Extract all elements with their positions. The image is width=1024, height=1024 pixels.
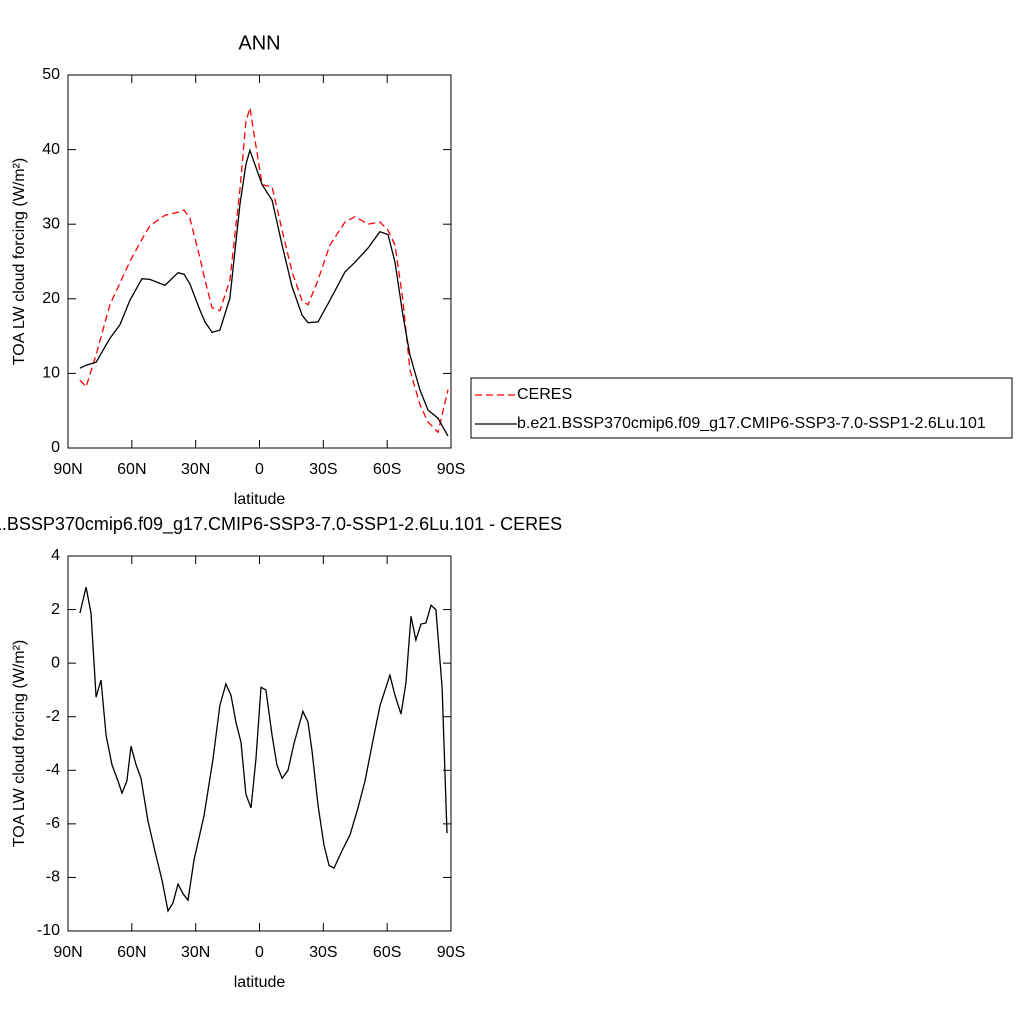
y-tick-label: -10 [37, 922, 60, 939]
y-axis-label: TOA LW cloud forcing (W/m²) [11, 640, 28, 847]
x-axis-label: latitude [234, 491, 286, 508]
y-tick-label: -2 [46, 708, 60, 725]
x-tick-label: 60N [117, 944, 146, 961]
x-tick-label: 90S [437, 461, 465, 478]
x-axis-label: latitude [234, 974, 286, 991]
x-tick-label: 60S [373, 461, 401, 478]
y-tick-label: 0 [51, 439, 60, 456]
y-tick-label: 40 [42, 141, 60, 158]
y-tick-label: 2 [51, 601, 60, 618]
plot-frame [67, 555, 452, 932]
x-tick-label: 60S [373, 944, 401, 961]
x-tick-label: 0 [255, 461, 264, 478]
y-axis-label: TOA LW cloud forcing (W/m²) [11, 158, 28, 365]
x-tick-label: 90S [437, 944, 465, 961]
chart-title: b.e21.BSSP370cmip6.f09_g17.CMIP6-SSP3-7.… [0, 514, 562, 535]
y-tick-label: -4 [46, 762, 60, 779]
x-tick-label: 30S [309, 461, 337, 478]
y-tick-label: 50 [42, 66, 60, 83]
x-tick-label: 90N [53, 944, 82, 961]
data-line [79, 148, 449, 437]
y-tick-label: 0 [51, 654, 60, 671]
data-line [79, 586, 448, 913]
x-tick-label: 60N [117, 461, 146, 478]
y-tick-label: -6 [46, 815, 60, 832]
data-line [79, 107, 449, 434]
x-tick-label: 0 [255, 944, 264, 961]
legend-label: CERES [517, 386, 572, 403]
x-tick-label: 90N [53, 461, 82, 478]
x-tick-label: 30N [181, 944, 210, 961]
plot-frame [67, 74, 452, 449]
y-tick-label: 20 [42, 290, 60, 307]
x-tick-label: 30S [309, 944, 337, 961]
x-tick-label: 30N [181, 461, 210, 478]
y-tick-label: 4 [51, 547, 60, 564]
chart-title: ANN [238, 32, 280, 54]
legend-label: b.e21.BSSP370cmip6.f09_g17.CMIP6-SSP3-7.… [517, 415, 986, 432]
y-tick-label: -8 [46, 869, 60, 886]
legend: CERES b.e21.BSSP370cmip6.f09_g17.CMIP6-SS… [470, 377, 1013, 439]
y-tick-label: 30 [42, 215, 60, 232]
legend-box [470, 377, 1013, 439]
y-tick-label: 10 [42, 365, 60, 382]
